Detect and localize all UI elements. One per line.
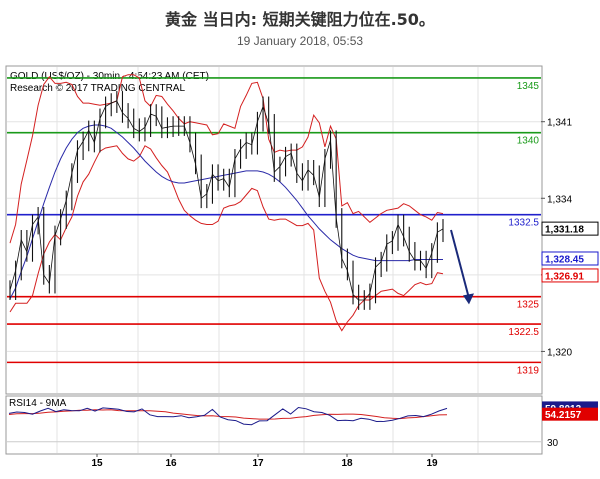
price-tag-box (541, 251, 599, 266)
rsi-tag-box (542, 407, 598, 421)
price-tag-label: 1,328.45 (545, 254, 584, 265)
rsi-series: 3059.801354.2157 (7, 401, 598, 449)
x-tick-label: 18 (341, 458, 353, 469)
price-tags: 1,331.18 1,328.45 1,326.91 (541, 221, 599, 283)
level-label: 1325 (517, 300, 540, 311)
key-levels: 1345 1340 1332.5 1325 1322.5 1319 (7, 77, 541, 376)
x-tick-label: 19 (426, 458, 438, 469)
rsi-tag-label: 54.2157 (545, 410, 582, 421)
level-label: 1332.5 (508, 218, 539, 229)
y-tick-label: 1,320 (547, 347, 572, 358)
rsi-line (8, 406, 448, 426)
header: 黄金 当日内: 短期关键阻力位在.50。 19 January 2018, 05… (0, 0, 600, 56)
x-axis: 15 16 17 18 19 (91, 454, 438, 469)
price-tag-label: 1,331.18 (545, 225, 584, 236)
price-tag-label: 1,326.91 (545, 271, 584, 282)
y-tick-label: 1,341 (547, 118, 572, 129)
level-label: 1322.5 (508, 327, 539, 338)
bollinger-bands (9, 74, 444, 332)
x-tick-label: 16 (165, 458, 177, 469)
level-label: 1319 (517, 365, 540, 376)
forecast-arrow (450, 229, 474, 305)
price-line (9, 100, 444, 301)
rsi-ref-label: 30 (547, 438, 559, 449)
forecast-arrow-shaft (450, 229, 470, 299)
moving-average-line (9, 124, 443, 300)
rsi-title: RSI14 - 9MA (9, 398, 67, 409)
price-tag-box (541, 221, 599, 236)
y-tick-label: 1,334 (547, 194, 572, 205)
rsi-panel-border (5, 395, 543, 455)
upper-band-line (9, 74, 444, 244)
chart-subtitle: Research © 2017 TRADING CENTRAL (10, 83, 185, 94)
forecast-arrow-head (463, 293, 474, 305)
level-label: 1345 (517, 81, 540, 92)
chart-headline: 黄金 当日内: 短期关键阻力位在.50。 (165, 10, 435, 29)
x-tick-label: 17 (252, 458, 264, 469)
level-label: 1340 (517, 136, 540, 147)
chart-date: 19 January 2018, 05:53 (236, 34, 364, 48)
x-tick-label: 15 (91, 458, 103, 469)
price-series (9, 91, 444, 310)
price-tag-box (541, 268, 599, 283)
chart-title: GOLD (US$/OZ) - 30min - 4:54:23 AM (CET) (10, 71, 209, 82)
lower-band-line (9, 145, 444, 332)
